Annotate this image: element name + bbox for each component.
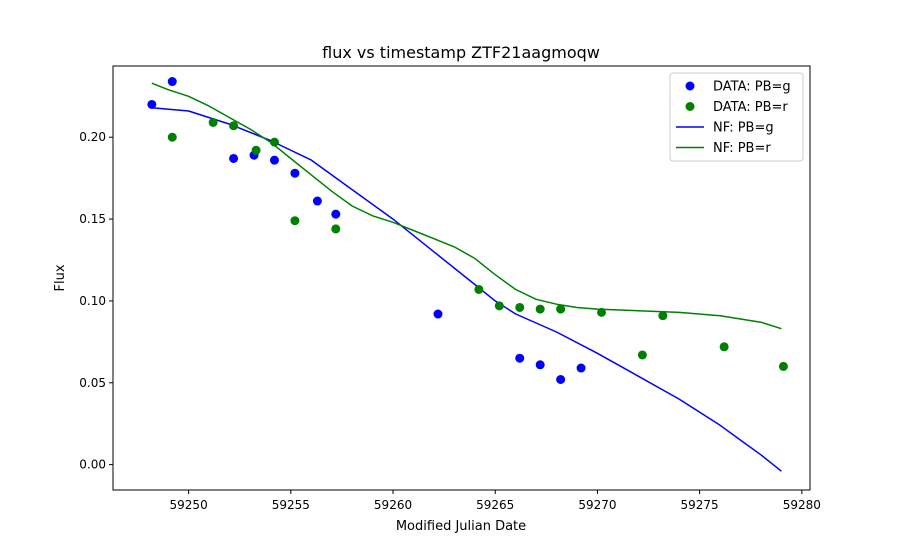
legend-label: NF: PB=r xyxy=(713,141,771,156)
x-tick-label: 59270 xyxy=(578,498,616,512)
x-axis-label: Modified Julian Date xyxy=(396,519,526,534)
x-tick-label: 59250 xyxy=(170,498,208,512)
data-point xyxy=(515,353,525,363)
data-point xyxy=(556,374,566,384)
data-point xyxy=(251,145,261,155)
data-point xyxy=(167,132,177,142)
data-point xyxy=(331,224,341,234)
y-axis-label: Flux xyxy=(53,264,68,291)
data-point xyxy=(535,360,545,370)
data-point xyxy=(167,77,177,87)
data-point xyxy=(331,209,341,219)
data-point xyxy=(658,311,668,321)
x-axis: 59250 59255 59260 59265 59270 59275 59280 xyxy=(170,490,821,512)
data-point xyxy=(719,342,729,352)
legend-label: DATA: PB=r xyxy=(713,100,788,115)
data-point xyxy=(597,307,607,317)
legend-label: DATA: PB=g xyxy=(713,80,791,95)
y-tick-label: 0.10 xyxy=(79,294,106,308)
data-point xyxy=(290,168,300,178)
data-point xyxy=(312,196,322,206)
data-point xyxy=(269,137,279,147)
data-point xyxy=(147,99,157,109)
series-layer xyxy=(147,77,788,472)
data-point xyxy=(778,361,788,371)
data-point xyxy=(229,153,239,163)
x-tick-label: 59280 xyxy=(783,498,821,512)
x-tick-label: 59260 xyxy=(374,498,412,512)
x-tick-label: 59265 xyxy=(476,498,514,512)
chart-title: flux vs timestamp ZTF21aagmoqw xyxy=(322,43,600,62)
y-tick-label: 0.00 xyxy=(79,458,106,472)
legend-marker-swatch xyxy=(685,102,695,111)
data-point xyxy=(494,301,504,311)
data-point xyxy=(229,121,239,131)
data-point xyxy=(535,304,545,314)
legend-marker-swatch xyxy=(685,81,695,91)
data-point xyxy=(433,309,443,319)
legend-box xyxy=(669,72,804,162)
data-point xyxy=(515,302,525,312)
data-point xyxy=(269,155,279,165)
y-axis: 0.00 0.05 0.10 0.15 0.20 xyxy=(79,130,113,472)
data-point xyxy=(208,117,218,127)
data-point xyxy=(556,304,566,314)
y-tick-label: 0.15 xyxy=(79,212,106,226)
legend: DATA: PB=g DATA: PB=r NF: PB=g NF: PB=r xyxy=(669,72,804,162)
data-point xyxy=(576,363,586,373)
x-tick-label: 59255 xyxy=(272,498,310,512)
y-tick-label: 0.05 xyxy=(79,376,106,390)
plot-frame xyxy=(112,65,811,491)
data-point xyxy=(637,350,647,360)
x-tick-label: 59275 xyxy=(681,498,719,512)
data-point xyxy=(290,216,300,226)
legend-label: NF: PB=g xyxy=(713,121,774,136)
y-tick-label: 0.20 xyxy=(79,130,106,144)
data-point xyxy=(474,284,484,294)
series-line xyxy=(151,82,782,330)
